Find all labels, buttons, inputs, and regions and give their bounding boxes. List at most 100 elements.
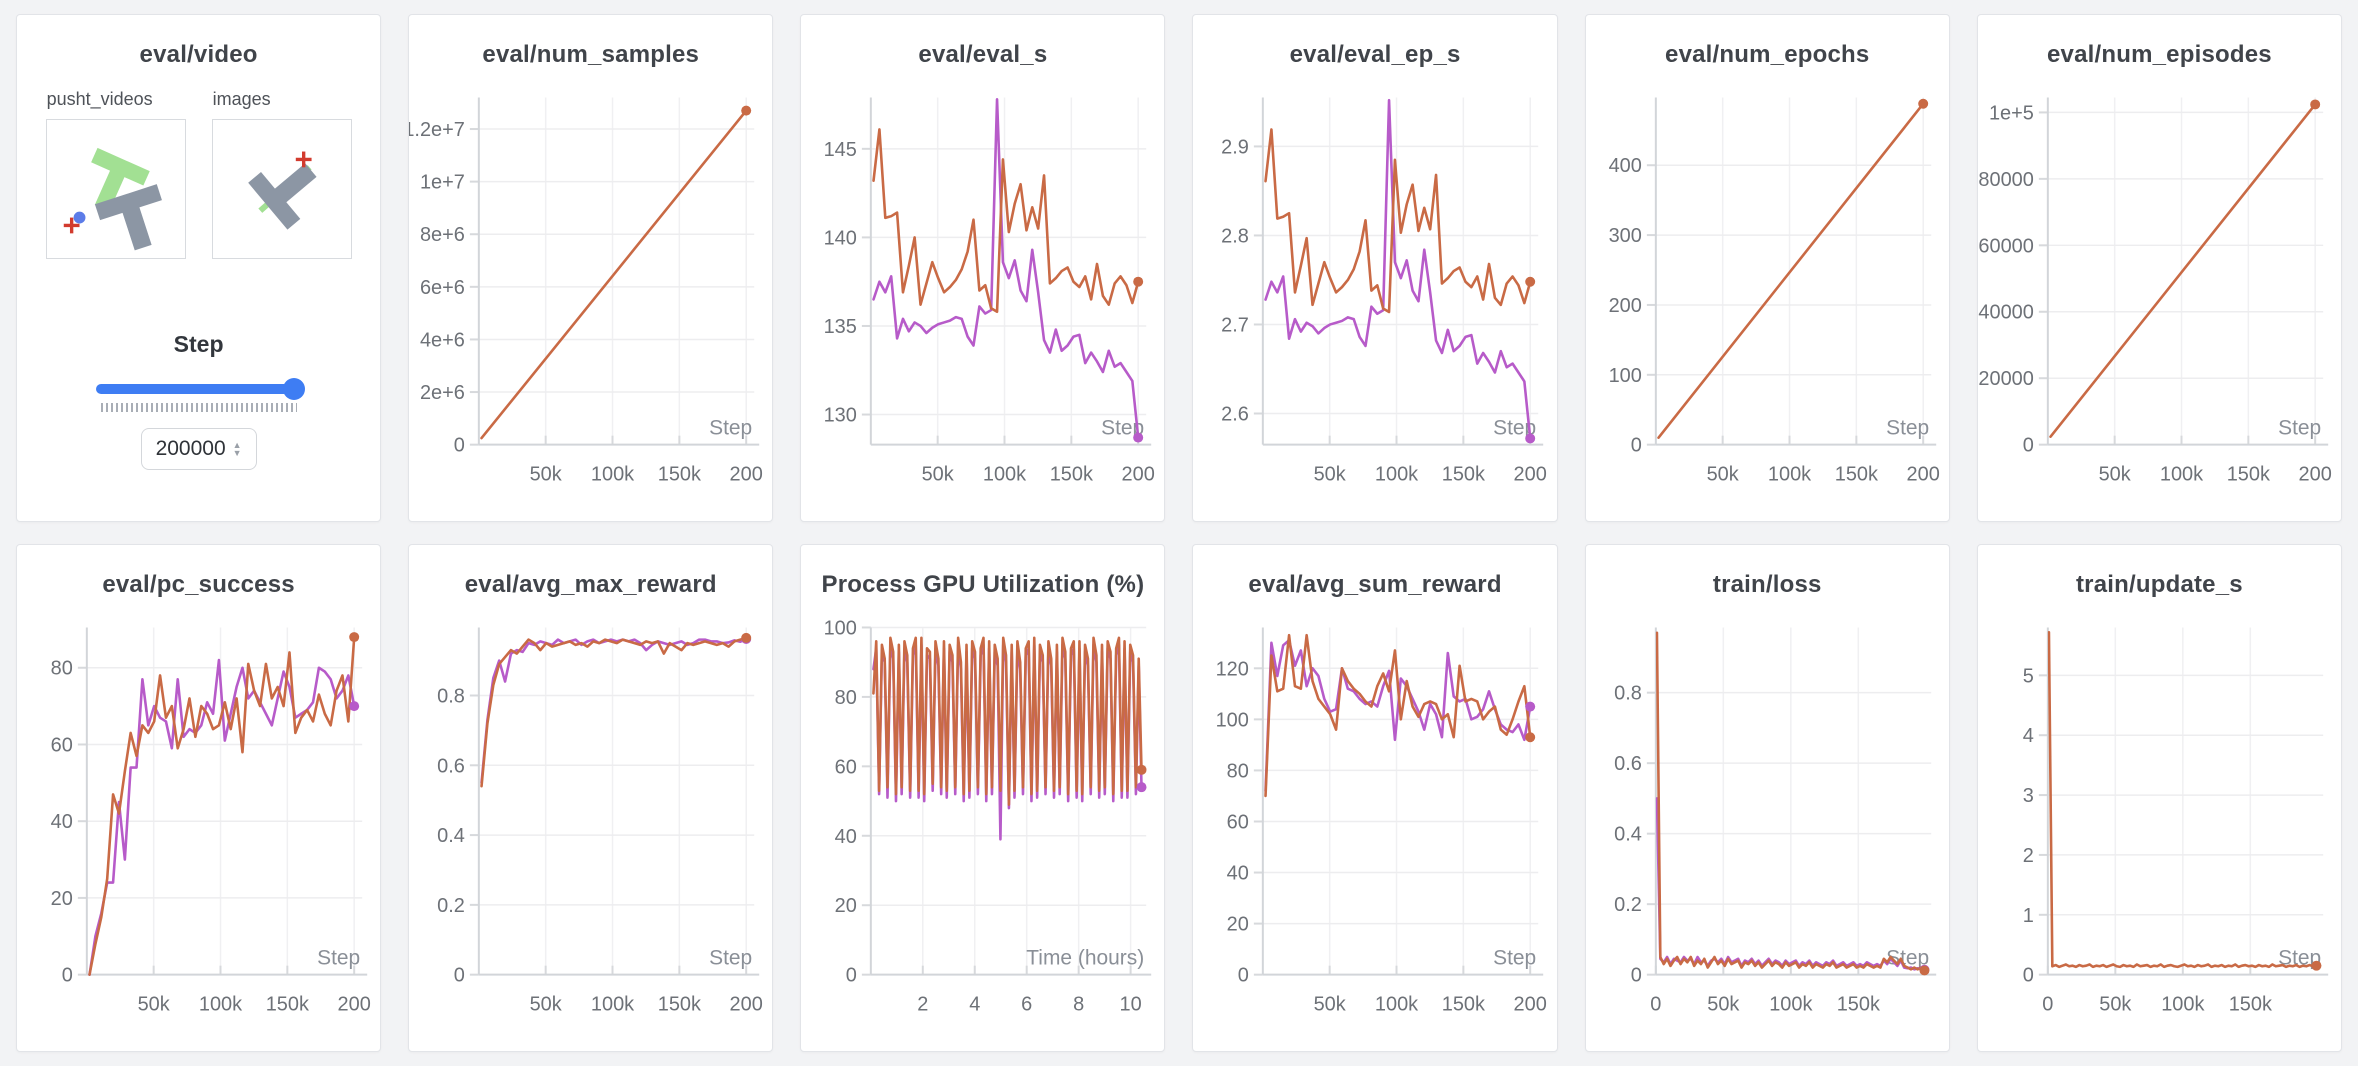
svg-text:Step: Step xyxy=(1494,947,1537,970)
chart-panel-train-loss: train/loss 0 50k 100k 150k 0 0.2 0.4 0.6 0.8 Step xyxy=(1584,544,1950,1052)
green-t-block xyxy=(90,147,150,212)
svg-text:200: 200 xyxy=(1608,295,1641,317)
chart-panel-gpu-utilization: Process GPU Utilization (%) 2 4 6 8 10 0 20 40 6… xyxy=(800,544,1166,1052)
line-chart[interactable]: 50k 100k 150k 200 0 20 40 60 80 Step xyxy=(17,609,380,1045)
svg-text:Step: Step xyxy=(709,417,752,440)
svg-text:2.7: 2.7 xyxy=(1222,314,1250,336)
svg-text:2.9: 2.9 xyxy=(1222,136,1250,158)
chart-panel-num-episodes: eval/num_episodes 50k 100k 150k 200 0 20000 40… xyxy=(1976,14,2342,522)
svg-text:Time (hours): Time (hours) xyxy=(1027,947,1145,970)
svg-text:0: 0 xyxy=(846,965,857,987)
svg-text:50k: 50k xyxy=(2098,464,2130,486)
chart-title: eval/pc_success xyxy=(102,571,295,598)
svg-text:Step: Step xyxy=(317,947,360,970)
svg-text:Step: Step xyxy=(2278,417,2321,440)
svg-text:150k: 150k xyxy=(658,994,701,1016)
svg-text:0.2: 0.2 xyxy=(1614,894,1642,916)
svg-text:0: 0 xyxy=(454,965,465,987)
agent-dot xyxy=(73,211,86,224)
chart-panel-train-update-s: train/update_s 0 50k 100k 150k 0 1 2 3 4 5 Step xyxy=(1976,544,2342,1052)
images-thumbnail[interactable] xyxy=(211,119,352,259)
svg-text:20000: 20000 xyxy=(1978,368,2033,390)
svg-text:20: 20 xyxy=(835,895,857,917)
svg-text:20: 20 xyxy=(1227,914,1249,936)
svg-text:0: 0 xyxy=(454,435,465,457)
svg-text:40: 40 xyxy=(835,826,857,848)
svg-text:20: 20 xyxy=(51,888,73,910)
gray-t-block xyxy=(94,184,162,251)
svg-text:100k: 100k xyxy=(1375,464,1418,486)
chart-title: eval/avg_sum_reward xyxy=(1248,571,1502,598)
chart-panel-avg-sum-reward: eval/avg_sum_reward 50k 100k 150k 200 0 20 40 6… xyxy=(1192,544,1558,1052)
slider-thumb[interactable] xyxy=(282,378,305,400)
svg-text:0: 0 xyxy=(2023,435,2034,457)
svg-text:60: 60 xyxy=(1227,811,1249,833)
pusht-video-thumbnail[interactable] xyxy=(45,119,186,259)
svg-text:2.6: 2.6 xyxy=(1222,403,1250,425)
svg-text:0.6: 0.6 xyxy=(1614,753,1642,775)
line-chart[interactable]: 50k 100k 150k 200 130 135 140 145 Step xyxy=(801,79,1164,515)
svg-text:0: 0 xyxy=(2023,965,2034,987)
svg-text:100k: 100k xyxy=(591,994,634,1016)
stepper-arrows-icon[interactable]: ▲ ▼ xyxy=(232,440,242,458)
svg-text:150k: 150k xyxy=(2227,464,2270,486)
svg-text:140: 140 xyxy=(824,227,857,249)
line-chart[interactable]: 50k 100k 150k 200 2.6 2.7 2.8 2.9 Step xyxy=(1193,79,1556,515)
svg-text:60: 60 xyxy=(51,734,73,756)
line-chart[interactable]: 50k 100k 150k 200 0 20000 40000 60000 80000 1e+5 S… xyxy=(1978,79,2341,515)
svg-text:2: 2 xyxy=(918,994,929,1016)
svg-text:0: 0 xyxy=(1630,965,1641,987)
svg-text:0: 0 xyxy=(1238,965,1249,987)
panel-title: eval/video xyxy=(139,41,258,68)
svg-text:150k: 150k xyxy=(1050,464,1093,486)
svg-text:200: 200 xyxy=(1122,464,1155,486)
svg-text:5: 5 xyxy=(2023,665,2034,687)
svg-text:100k: 100k xyxy=(983,464,1026,486)
goal-cross xyxy=(63,217,80,234)
line-chart[interactable]: 0 50k 100k 150k 0 1 2 3 4 5 Step xyxy=(1978,609,2341,1045)
svg-text:150k: 150k xyxy=(1836,994,1879,1016)
svg-text:50k: 50k xyxy=(2099,994,2131,1016)
line-chart[interactable]: 0 50k 100k 150k 0 0.2 0.4 0.6 0.8 Step xyxy=(1586,609,1949,1045)
svg-text:1e+5: 1e+5 xyxy=(1989,102,2034,124)
svg-text:6: 6 xyxy=(1021,994,1032,1016)
line-chart[interactable]: 50k 100k 150k 200 0 100 200 300 400 Step xyxy=(1586,79,1949,515)
line-chart[interactable]: 50k 100k 150k 200 0 20 40 60 80 100 120 Step xyxy=(1193,609,1556,1045)
svg-text:200: 200 xyxy=(1514,994,1547,1016)
svg-text:50k: 50k xyxy=(530,464,562,486)
svg-text:200: 200 xyxy=(1906,464,1939,486)
chart-title: eval/eval_ep_s xyxy=(1289,41,1461,68)
svg-text:150k: 150k xyxy=(1442,464,1485,486)
svg-text:0.4: 0.4 xyxy=(437,825,465,847)
svg-text:50k: 50k xyxy=(1314,464,1346,486)
chart-panel-num-epochs: eval/num_epochs 50k 100k 150k 200 0 100 200 300… xyxy=(1584,14,1950,522)
slider-track[interactable] xyxy=(95,384,302,394)
line-chart[interactable]: 50k 100k 150k 200 0 2e+6 4e+6 6e+6 8e+6 1e+7 1.2e+… xyxy=(403,79,772,515)
line-chart[interactable]: 2 4 6 8 10 0 20 40 60 80 100 Time (hours) xyxy=(801,609,1164,1045)
line-chart[interactable]: 50k 100k 150k 200 0 0.2 0.4 0.6 0.8 Step xyxy=(409,609,772,1045)
media-item-images: images xyxy=(211,89,352,259)
step-value-input[interactable]: 200000 ▲ ▼ xyxy=(140,428,257,470)
chart-title: eval/num_samples xyxy=(482,41,700,68)
svg-text:50k: 50k xyxy=(922,464,954,486)
svg-text:150k: 150k xyxy=(2229,994,2272,1016)
chart-title: eval/num_epochs xyxy=(1665,41,1870,68)
svg-text:2: 2 xyxy=(2023,845,2034,867)
svg-text:120: 120 xyxy=(1216,658,1249,680)
svg-text:2e+6: 2e+6 xyxy=(420,382,465,404)
svg-text:100: 100 xyxy=(824,617,857,639)
svg-text:1e+7: 1e+7 xyxy=(420,172,465,194)
svg-text:40: 40 xyxy=(51,811,73,833)
svg-text:50k: 50k xyxy=(1314,994,1346,1016)
svg-text:4: 4 xyxy=(970,994,981,1016)
svg-text:100: 100 xyxy=(1608,365,1641,387)
gray-t-block xyxy=(247,163,317,230)
svg-text:6e+6: 6e+6 xyxy=(420,277,465,299)
chart-title: train/update_s xyxy=(2075,571,2243,598)
svg-text:100k: 100k xyxy=(2160,464,2203,486)
svg-text:80: 80 xyxy=(835,687,857,709)
svg-text:Step: Step xyxy=(709,947,752,970)
svg-text:80: 80 xyxy=(51,658,73,680)
step-slider[interactable] xyxy=(95,378,305,400)
